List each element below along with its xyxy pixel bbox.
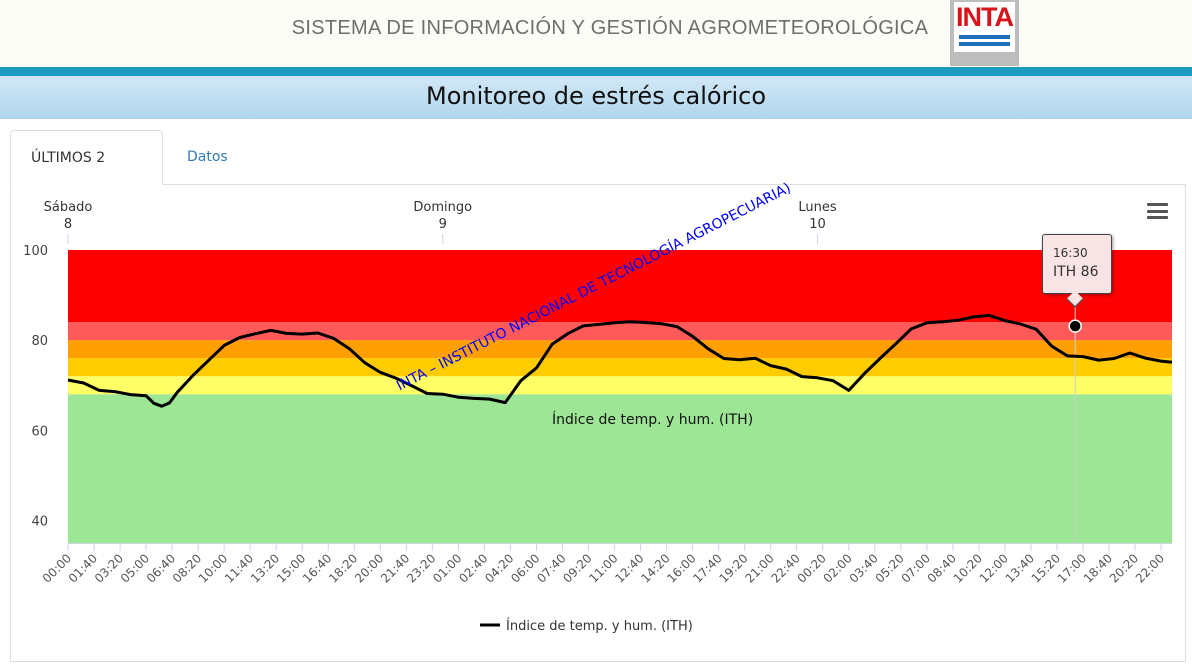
x-tick-label: 13:20 xyxy=(248,551,282,585)
x-tick-label: 20:20 xyxy=(1107,551,1141,585)
x-tick-label: 05:20 xyxy=(873,551,907,585)
x-tick-label: 10:00 xyxy=(196,551,230,585)
x-tick-label: 22:00 xyxy=(1133,551,1167,585)
x-tick-label: 22:40 xyxy=(768,551,802,585)
accent-bar xyxy=(0,67,1192,76)
threshold-band xyxy=(68,394,1172,543)
x-tick-label: 01:40 xyxy=(66,551,100,585)
logo-stripe xyxy=(959,35,1010,39)
logo-stripe xyxy=(959,42,1010,46)
tab-bar: ÚLTIMOS 2 DÍAS Datos xyxy=(10,130,1186,221)
x-tick-label: 02:40 xyxy=(456,551,490,585)
x-tick-label: 13:40 xyxy=(1003,551,1037,585)
x-tick-label: 23:20 xyxy=(404,551,438,585)
title-bar: Monitoreo de estrés calórico xyxy=(0,76,1192,119)
x-tick-label: 08:20 xyxy=(170,551,204,585)
threshold-band xyxy=(68,376,1172,395)
day-date-label: 9 xyxy=(439,217,447,232)
y-tick-label: 100 xyxy=(23,244,48,259)
x-tick-label: 11:00 xyxy=(586,551,620,585)
threshold-bands xyxy=(68,250,1172,543)
day-label: Domingo xyxy=(413,200,472,215)
x-tick-label: 17:40 xyxy=(690,551,724,585)
x-tick-label: 21:00 xyxy=(742,551,776,585)
x-tick-label: 18:40 xyxy=(1081,551,1115,585)
x-tick-label: 07:40 xyxy=(534,551,568,585)
x-tick-label: 15:00 xyxy=(274,551,308,585)
x-tick-label: 17:00 xyxy=(1055,551,1089,585)
page-title: Monitoreo de estrés calórico xyxy=(426,82,766,110)
chart-tooltip: 16:30 ITH 86 xyxy=(1042,234,1112,308)
y-tick-label: 80 xyxy=(31,334,48,349)
x-tick-label: 18:20 xyxy=(326,551,360,585)
day-date-label: 8 xyxy=(64,217,72,232)
system-title: SISTEMA DE INFORMACIÓN Y GESTIÓN AGROMET… xyxy=(291,17,929,39)
x-tick-label: 00:00 xyxy=(40,551,74,585)
tooltip-time: 16:30 xyxy=(1053,246,1088,260)
day-label: Lunes xyxy=(798,200,836,215)
inta-logo-panel: INTA xyxy=(954,2,1015,52)
x-tick-label: 07:00 xyxy=(899,551,933,585)
chart-menu-icon[interactable] xyxy=(1147,203,1169,221)
legend: Índice de temp. y hum. (ITH) xyxy=(480,618,693,634)
inta-logo: INTA xyxy=(950,0,1019,66)
x-tick-label: 14:20 xyxy=(638,551,672,585)
inta-logo-text: INTA xyxy=(956,2,1014,32)
tab-ultimos-2-dias[interactable]: ÚLTIMOS 2 DÍAS xyxy=(10,130,163,221)
x-tick-label: 06:40 xyxy=(144,551,178,585)
series-line xyxy=(67,313,1173,408)
x-tick-label: 16:00 xyxy=(664,551,698,585)
x-tick-label: 08:40 xyxy=(925,551,959,585)
x-tick-label: 20:00 xyxy=(352,551,386,585)
x-tick-label: 01:00 xyxy=(430,551,464,585)
x-tick-label: 11:40 xyxy=(222,551,256,585)
y-tick-label: 60 xyxy=(31,424,48,439)
day-date-label: 10 xyxy=(809,217,826,232)
x-tick-label: 06:00 xyxy=(508,551,542,585)
x-tick-label: 10:20 xyxy=(951,551,985,585)
x-axis: 00:0001:4003:2005:0006:4008:2010:0011:40… xyxy=(40,543,1172,586)
app-header: SISTEMA DE INFORMACIÓN Y GESTIÓN AGROMET… xyxy=(0,0,1192,67)
chart-center-label: Índice de temp. y hum. (ITH) xyxy=(552,411,753,428)
x-tick-label: 04:20 xyxy=(482,551,516,585)
x-tick-label: 03:20 xyxy=(92,551,126,585)
x-tick-label: 03:40 xyxy=(847,551,881,585)
day-labels: Sábado 8 Domingo 9 Lunes 10 xyxy=(44,200,837,244)
x-tick-label: 09:20 xyxy=(560,551,594,585)
x-tick-label: 15:20 xyxy=(1029,551,1063,585)
tab-datos[interactable]: Datos xyxy=(187,149,228,165)
x-tick-label: 21:40 xyxy=(378,551,412,585)
threshold-band xyxy=(68,358,1172,377)
day-label: Sábado xyxy=(44,200,93,215)
x-tick-label: 00:20 xyxy=(795,551,829,585)
tooltip-value: ITH 86 xyxy=(1053,264,1099,280)
x-tick-label: 12:00 xyxy=(977,551,1011,585)
hover-marker xyxy=(1068,319,1082,333)
threshold-band xyxy=(68,250,1172,323)
threshold-band xyxy=(68,340,1172,359)
x-tick-label: 19:20 xyxy=(716,551,750,585)
x-tick-label: 16:40 xyxy=(300,551,334,585)
legend-item: Índice de temp. y hum. (ITH) xyxy=(506,618,693,634)
x-tick-label: 05:00 xyxy=(118,551,152,585)
x-tick-label: 12:40 xyxy=(612,551,646,585)
x-tick-label: 02:00 xyxy=(821,551,855,585)
y-axis: 40 60 80 100 xyxy=(23,244,48,529)
y-tick-label: 40 xyxy=(31,514,48,529)
threshold-band xyxy=(68,322,1172,341)
